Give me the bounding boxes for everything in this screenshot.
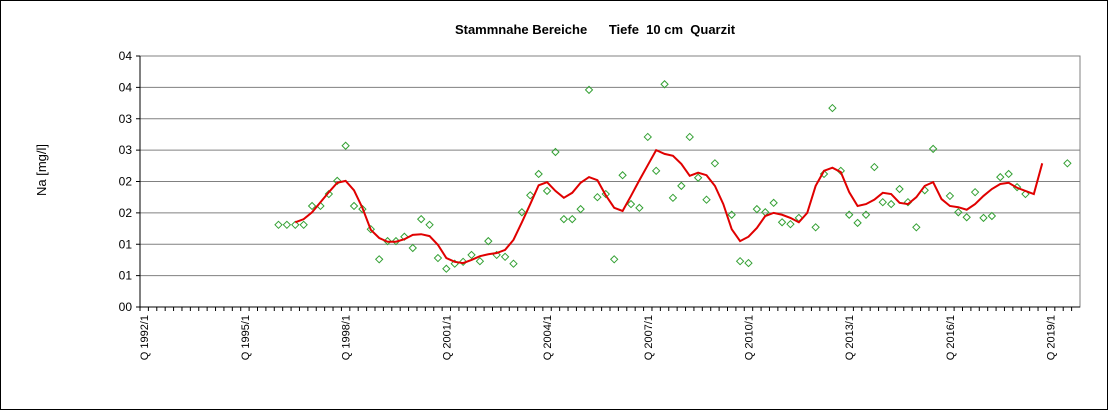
point (458, 257, 468, 267)
point (475, 256, 485, 266)
point (559, 214, 569, 224)
point (828, 103, 837, 113)
x-tick-label: Q 2001/1 (441, 315, 453, 360)
point (710, 159, 720, 168)
point (1063, 159, 1072, 168)
point (274, 220, 283, 230)
x-tick-label: Q 1995/1 (240, 315, 252, 360)
chart-title: Stammnahe Bereiche Tiefe 10 cm Quarzit (455, 22, 736, 37)
y-tick-label: 00 (119, 300, 133, 314)
point (324, 189, 334, 199)
point (962, 213, 971, 222)
point (895, 184, 904, 194)
point (408, 243, 417, 253)
point (366, 224, 376, 234)
point (618, 171, 627, 180)
point (878, 198, 887, 207)
point (307, 201, 317, 211)
point (853, 218, 862, 228)
point (979, 213, 988, 223)
y-tick-label: 01 (119, 269, 133, 283)
point (677, 181, 686, 191)
point (752, 204, 762, 214)
point (509, 259, 518, 268)
point (928, 144, 938, 154)
point (341, 141, 350, 150)
point (484, 236, 493, 246)
point (643, 132, 652, 142)
point (333, 176, 342, 186)
point (425, 220, 434, 230)
point (433, 253, 443, 263)
y-tick-label: 01 (119, 237, 133, 251)
point (1004, 169, 1013, 179)
point (416, 214, 426, 224)
point (702, 195, 711, 204)
x-tick-label: Q 2019/1 (1046, 315, 1058, 360)
point (912, 223, 921, 232)
x-tick-label: Q 2010/1 (743, 315, 755, 360)
y-tick-label: 04 (119, 49, 133, 63)
point (500, 252, 510, 262)
point (299, 220, 308, 230)
point (668, 193, 678, 203)
point (861, 210, 871, 219)
point (660, 80, 669, 89)
point (542, 186, 552, 196)
point (584, 85, 594, 95)
point (954, 208, 963, 217)
point (735, 256, 745, 266)
x-tick-label: Q 2004/1 (542, 315, 554, 360)
point (526, 191, 535, 200)
point (391, 236, 401, 246)
point (996, 172, 1005, 182)
point (1021, 189, 1030, 199)
x-tick-label: Q 2007/1 (643, 315, 655, 360)
point (282, 220, 292, 230)
point (517, 208, 527, 217)
point (945, 191, 955, 201)
point (651, 166, 661, 176)
point (374, 255, 384, 264)
point (870, 162, 879, 172)
point (844, 210, 854, 219)
x-tick-label: Q 2013/1 (844, 315, 856, 360)
point (467, 250, 476, 260)
y-tick-label: 03 (119, 112, 133, 126)
point (635, 203, 644, 213)
point (786, 219, 795, 229)
point (291, 220, 300, 230)
point (576, 204, 585, 214)
trend-line (294, 148, 1044, 265)
point (769, 198, 778, 208)
point (987, 211, 997, 221)
point (819, 169, 829, 179)
point (551, 147, 560, 157)
y-axis-label: Na [mg/l] (34, 144, 49, 196)
x-tick-label: Q 1998/1 (341, 315, 353, 360)
y-tick-label: 04 (119, 80, 133, 94)
point (442, 264, 451, 273)
point (727, 210, 736, 219)
y-tick-label: 02 (119, 175, 133, 189)
point (693, 173, 703, 182)
x-tick-label: Q 2016/1 (945, 315, 957, 360)
y-tick-label: 02 (119, 206, 133, 220)
x-tick-label: Q 1992/1 (139, 315, 151, 360)
point (534, 169, 543, 179)
point (593, 192, 602, 202)
point (744, 258, 753, 268)
point (685, 132, 694, 142)
point (811, 223, 820, 232)
point (349, 201, 359, 211)
point (609, 255, 619, 264)
point (970, 187, 980, 197)
point (626, 199, 636, 209)
point (568, 214, 577, 224)
point (886, 199, 896, 209)
point (358, 204, 367, 214)
point (777, 218, 787, 227)
y-tick-label: 03 (119, 143, 133, 157)
